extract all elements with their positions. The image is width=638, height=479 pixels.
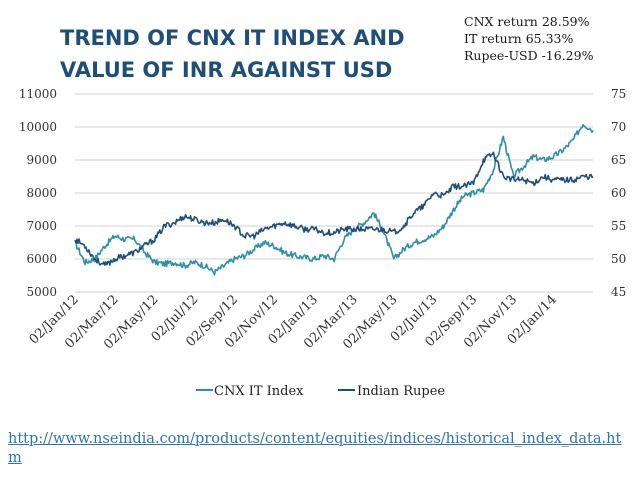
title-line-1: TREND OF CNX IT INDEX AND [60,26,405,50]
y-left-tick-label: 9000 [26,153,57,167]
chart-title: TREND OF CNX IT INDEX AND VALUE OF INR A… [60,22,440,86]
return-annotations: CNX return 28.59% IT return 65.33% Rupee… [464,13,593,64]
y-left-tick-label: 10000 [19,120,57,134]
legend-label-cnx: CNX IT Index [214,384,304,399]
y-right-tick-label: 75 [611,87,626,101]
y-right-tick-label: 45 [611,285,626,299]
source-link[interactable]: http://www.nseindia.com/products/content… [8,431,622,466]
title-line-2: VALUE OF INR AGAINST USD [60,58,393,82]
y-right-tick-label: 55 [611,219,626,233]
it-return-annotation: IT return 65.33% [464,31,574,46]
legend-label-rupee: Indian Rupee [357,384,445,399]
indian-rupee-line [74,151,594,266]
line-chart: 5000 6000 7000 8000 9000 10000 11000 45 50 55 60 65… [19,87,626,399]
y-right-tick-label: 50 [611,252,626,266]
y-left-tick-label: 6000 [26,252,57,266]
y-left-tick-label: 7000 [26,219,57,233]
y-left-tick-label: 11000 [19,87,57,101]
cnx-it-index-line [74,124,594,276]
cnx-return-annotation: CNX return 28.59% [464,14,590,29]
y-left-tick-label: 5000 [26,285,57,299]
rupee-usd-annotation: Rupee-USD -16.29% [464,48,594,63]
y-left-tick-label: 8000 [26,186,57,200]
y-right-tick-label: 65 [611,153,626,167]
y-right-tick-label: 70 [611,120,626,134]
y-right-tick-label: 60 [611,186,626,200]
